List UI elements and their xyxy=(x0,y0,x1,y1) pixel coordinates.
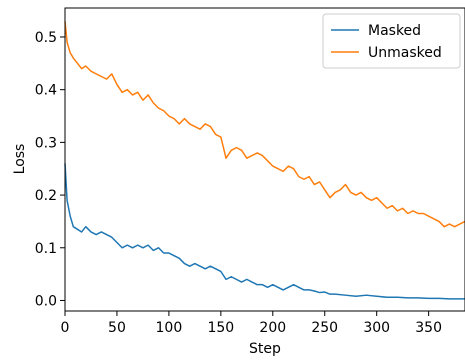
y-tick-label: 0.0 xyxy=(35,293,57,309)
x-tick-label: 0 xyxy=(61,320,70,336)
legend: Masked Unmasked xyxy=(322,13,461,69)
x-tick-label: 100 xyxy=(156,320,183,336)
y-axis-label: Loss xyxy=(12,144,28,175)
x-tick-label: 250 xyxy=(311,320,338,336)
axes: 0 50 100 150 200 250 300 350 0.0 0.1 0.2 0.3 0.4 0.5 xyxy=(35,7,465,336)
y-tick-label: 0.4 xyxy=(35,83,57,99)
x-tick-label: 150 xyxy=(207,320,234,336)
legend-label-masked: Masked xyxy=(368,23,421,39)
plot-area xyxy=(64,21,465,300)
series-line-masked xyxy=(64,163,465,300)
x-tick-label: 200 xyxy=(259,320,286,336)
x-tick-label: 300 xyxy=(363,320,390,336)
series-line-unmasked xyxy=(64,21,465,228)
legend-box xyxy=(322,13,461,69)
x-axis-label: Step xyxy=(249,341,281,357)
x-tick-label: 350 xyxy=(415,320,442,336)
y-tick-label: 0.2 xyxy=(35,188,57,204)
legend-label-unmasked: Unmasked xyxy=(368,45,442,61)
y-tick-label: 0.3 xyxy=(35,135,57,151)
x-tick-label: 50 xyxy=(108,320,126,336)
y-tick-label: 0.5 xyxy=(35,30,57,46)
y-tick-label: 0.1 xyxy=(35,241,57,257)
plot-frame xyxy=(64,7,465,312)
